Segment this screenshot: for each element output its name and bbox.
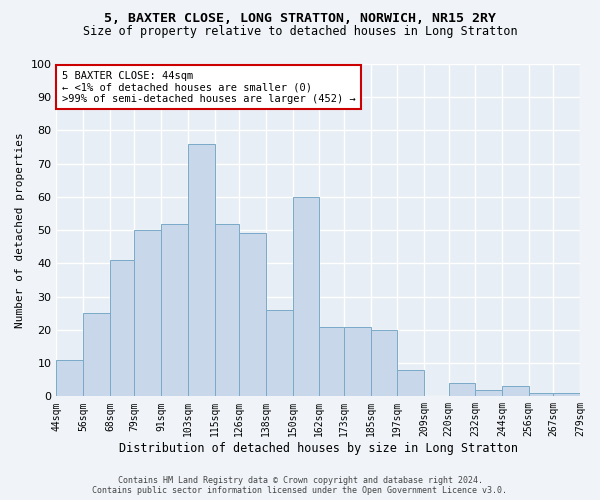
Y-axis label: Number of detached properties: Number of detached properties [15, 132, 25, 328]
Bar [56, 360, 83, 397]
Text: Size of property relative to detached houses in Long Stratton: Size of property relative to detached ho… [83, 25, 517, 38]
Text: 5 BAXTER CLOSE: 44sqm
← <1% of detached houses are smaller (0)
>99% of semi-deta: 5 BAXTER CLOSE: 44sqm ← <1% of detached … [62, 70, 355, 104]
Bar [83, 313, 110, 396]
Bar [215, 224, 239, 396]
Bar [397, 370, 424, 396]
Text: 5, BAXTER CLOSE, LONG STRATTON, NORWICH, NR15 2RY: 5, BAXTER CLOSE, LONG STRATTON, NORWICH,… [104, 12, 496, 26]
Bar [344, 326, 371, 396]
Bar [449, 383, 475, 396]
Text: Contains HM Land Registry data © Crown copyright and database right 2024.
Contai: Contains HM Land Registry data © Crown c… [92, 476, 508, 495]
Bar [529, 393, 553, 396]
Bar [188, 144, 215, 397]
Bar [371, 330, 397, 396]
Bar [553, 393, 580, 396]
Bar [475, 390, 502, 396]
Bar [266, 310, 293, 396]
X-axis label: Distribution of detached houses by size in Long Stratton: Distribution of detached houses by size … [119, 442, 518, 455]
Bar [161, 224, 188, 396]
Bar [134, 230, 161, 396]
Bar [502, 386, 529, 396]
Bar [239, 234, 266, 396]
Bar [319, 326, 344, 396]
Bar [110, 260, 134, 396]
Bar [293, 197, 319, 396]
